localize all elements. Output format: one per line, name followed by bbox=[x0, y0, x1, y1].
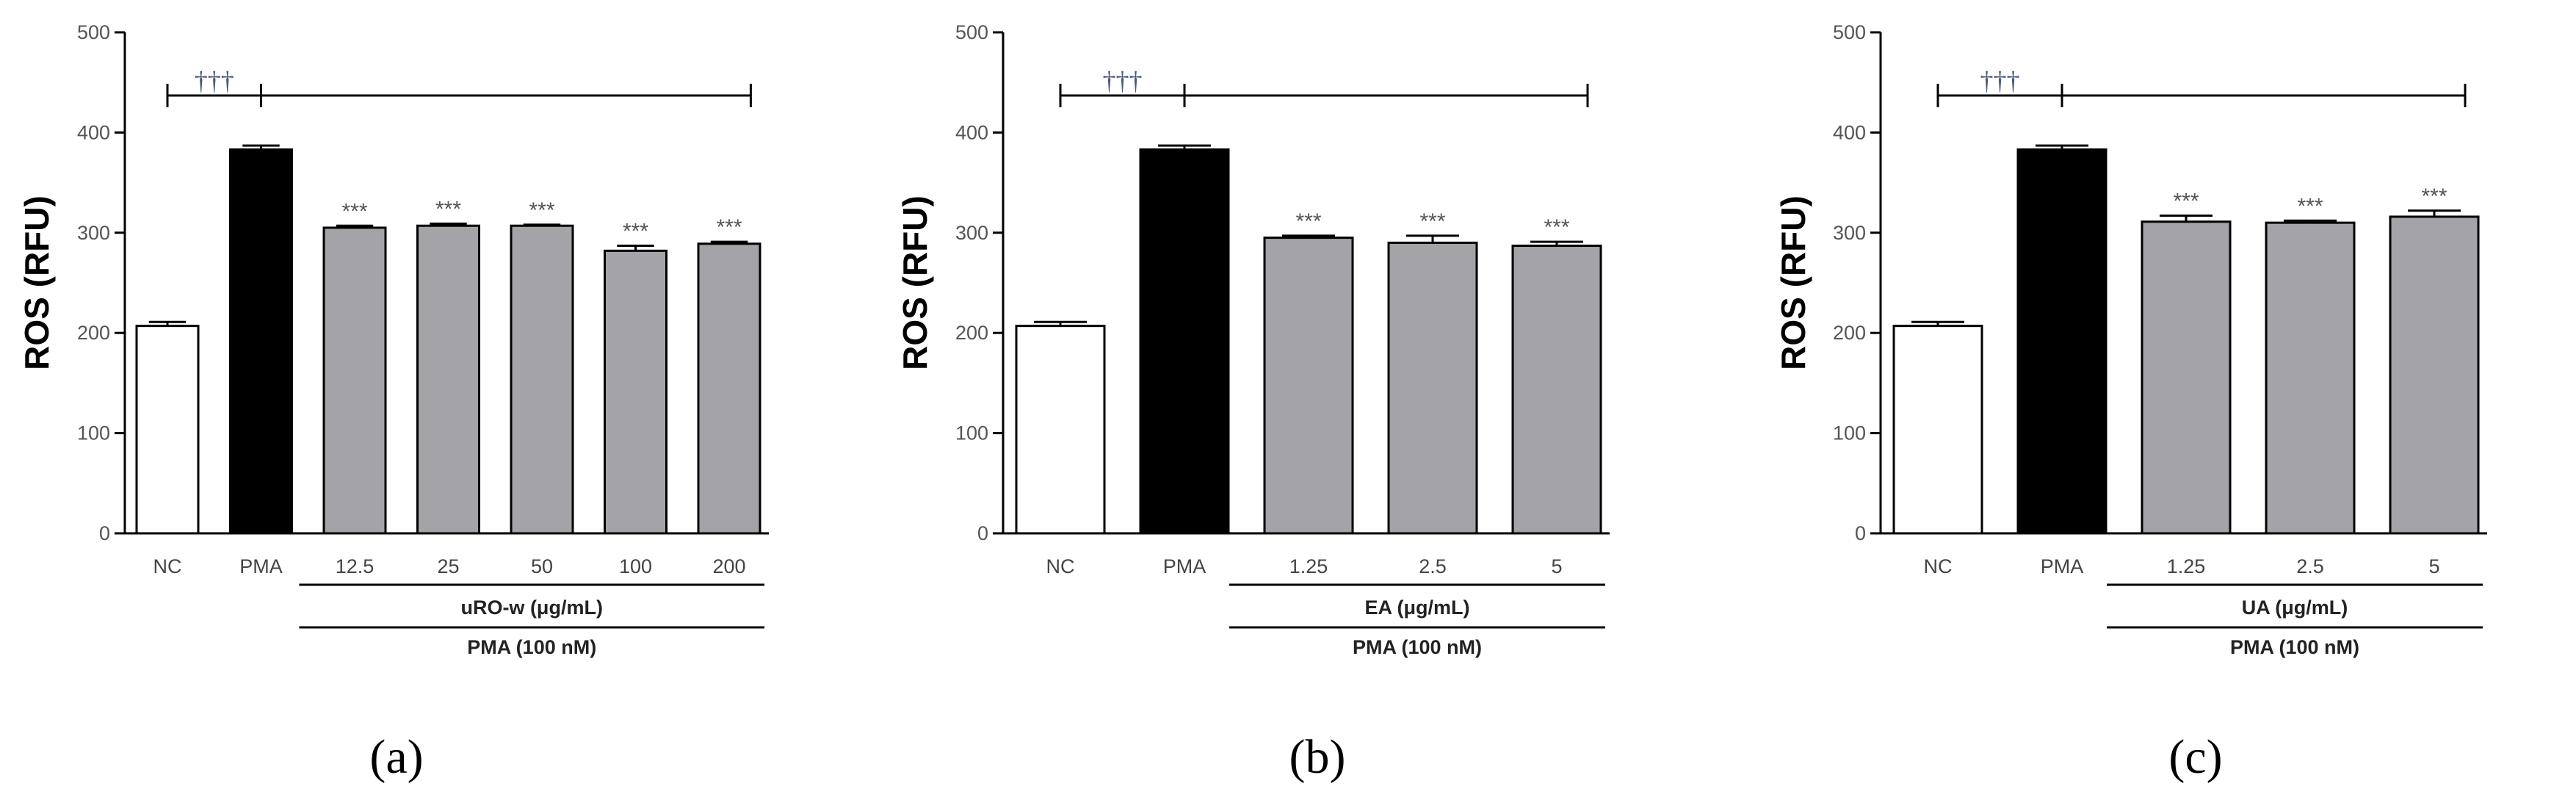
treatment-label: PMA (100 nM) bbox=[467, 636, 596, 658]
y-axis-title: ROS (RFU) bbox=[18, 195, 56, 370]
y-tick-label: 200 bbox=[1833, 322, 1866, 344]
category-label: 50 bbox=[531, 555, 553, 577]
bar-5 bbox=[2389, 215, 2480, 535]
bar-PMA bbox=[229, 148, 293, 535]
y-tick-label: 300 bbox=[955, 222, 988, 244]
significance-mark: *** bbox=[623, 220, 648, 244]
bar-1.25 bbox=[1263, 237, 1354, 535]
y-tick-label: 300 bbox=[77, 222, 110, 244]
y-tick-label: 400 bbox=[955, 121, 988, 143]
y-tick-label: 100 bbox=[77, 422, 110, 444]
category-label: 200 bbox=[712, 555, 745, 577]
significance-mark: *** bbox=[341, 199, 367, 223]
y-axis-title: ROS (RFU) bbox=[896, 195, 934, 370]
y-tick-label: 500 bbox=[77, 21, 110, 43]
y-tick-label: 0 bbox=[1855, 522, 1866, 544]
bar-PMA bbox=[2016, 148, 2108, 535]
y-tick-label: 300 bbox=[1833, 222, 1866, 244]
significance-mark: *** bbox=[1419, 209, 1445, 234]
significance-mark: *** bbox=[435, 198, 461, 222]
category-label: 2.5 bbox=[2296, 555, 2324, 577]
significance-mark: *** bbox=[716, 215, 742, 239]
bar-1.25 bbox=[2141, 220, 2232, 535]
bar-NC bbox=[1892, 325, 1983, 535]
category-label: 2.5 bbox=[1419, 555, 1447, 577]
category-label: PMA bbox=[1163, 555, 1206, 577]
treatment-label: PMA (100 nM) bbox=[1353, 636, 1482, 658]
category-label: 100 bbox=[619, 555, 652, 577]
bar-2.5 bbox=[2265, 221, 2356, 535]
y-axis-title: ROS (RFU) bbox=[1774, 195, 1812, 370]
treatment-label: PMA (100 nM) bbox=[2230, 636, 2359, 658]
bar-200 bbox=[697, 242, 761, 535]
significance-mark: *** bbox=[529, 198, 554, 223]
y-tick-label: 100 bbox=[955, 422, 988, 444]
category-label: PMA bbox=[239, 555, 283, 577]
bracket-mark: ††† bbox=[1103, 66, 1143, 95]
category-label: 5 bbox=[2428, 555, 2439, 577]
significance-mark: *** bbox=[1295, 209, 1321, 234]
significance-mark: *** bbox=[2173, 190, 2199, 214]
bar-2.5 bbox=[1387, 241, 1478, 535]
y-tick-label: 400 bbox=[1833, 121, 1866, 143]
category-label: 1.25 bbox=[1289, 555, 1328, 577]
category-label: NC bbox=[1046, 555, 1075, 577]
y-tick-label: 400 bbox=[77, 121, 110, 143]
significance-mark: *** bbox=[1544, 215, 1569, 239]
y-tick-label: 200 bbox=[955, 322, 988, 344]
panel-label: (b) bbox=[1289, 730, 1346, 784]
y-tick-label: 0 bbox=[977, 522, 988, 544]
y-tick-label: 100 bbox=[1833, 422, 1866, 444]
y-tick-label: 500 bbox=[1833, 21, 1866, 43]
category-label: 1.25 bbox=[2167, 555, 2206, 577]
bar-25 bbox=[416, 224, 480, 535]
bar-PMA bbox=[1139, 148, 1230, 535]
bar-12.5 bbox=[322, 226, 387, 535]
bar-50 bbox=[510, 224, 574, 535]
category-label: 5 bbox=[1551, 555, 1562, 577]
category-label: 12.5 bbox=[336, 555, 375, 577]
group-label: EA (μg/mL) bbox=[1364, 596, 1469, 619]
bar-5 bbox=[1511, 245, 1602, 535]
bar-100 bbox=[604, 249, 667, 535]
bar-NC bbox=[1015, 325, 1106, 535]
bar-NC bbox=[135, 325, 200, 535]
category-label: NC bbox=[1924, 555, 1953, 577]
category-label: 25 bbox=[437, 555, 459, 577]
category-label: PMA bbox=[2041, 555, 2084, 577]
y-tick-label: 0 bbox=[99, 522, 110, 544]
y-tick-label: 200 bbox=[77, 322, 110, 344]
bracket-mark: ††† bbox=[1980, 66, 2020, 95]
group-label: UA (μg/mL) bbox=[2242, 596, 2348, 619]
panel-label: (c) bbox=[2168, 730, 2222, 784]
bracket-mark: ††† bbox=[195, 66, 234, 95]
significance-mark: *** bbox=[2421, 184, 2447, 209]
group-label: uRO-w (μg/mL) bbox=[460, 596, 602, 619]
y-tick-label: 500 bbox=[955, 21, 988, 43]
panel-label: (a) bbox=[369, 730, 423, 784]
significance-mark: *** bbox=[2297, 194, 2323, 218]
category-label: NC bbox=[153, 555, 182, 577]
